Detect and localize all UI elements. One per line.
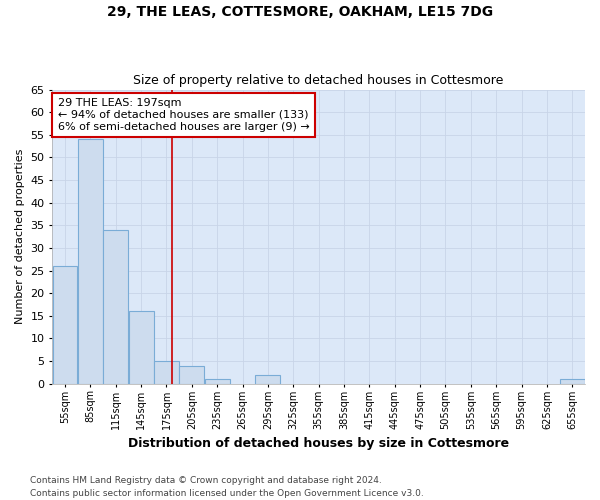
Bar <box>154 361 179 384</box>
Title: Size of property relative to detached houses in Cottesmore: Size of property relative to detached ho… <box>133 74 504 87</box>
Bar <box>78 140 103 384</box>
Bar <box>560 379 585 384</box>
Text: Contains HM Land Registry data © Crown copyright and database right 2024.
Contai: Contains HM Land Registry data © Crown c… <box>30 476 424 498</box>
Y-axis label: Number of detached properties: Number of detached properties <box>15 149 25 324</box>
Bar <box>103 230 128 384</box>
Bar <box>256 374 280 384</box>
Text: 29, THE LEAS, COTTESMORE, OAKHAM, LE15 7DG: 29, THE LEAS, COTTESMORE, OAKHAM, LE15 7… <box>107 5 493 19</box>
Bar <box>128 312 154 384</box>
Text: 29 THE LEAS: 197sqm
← 94% of detached houses are smaller (133)
6% of semi-detach: 29 THE LEAS: 197sqm ← 94% of detached ho… <box>58 98 310 132</box>
Bar <box>179 366 205 384</box>
Bar <box>53 266 77 384</box>
X-axis label: Distribution of detached houses by size in Cottesmore: Distribution of detached houses by size … <box>128 437 509 450</box>
Bar <box>205 379 230 384</box>
